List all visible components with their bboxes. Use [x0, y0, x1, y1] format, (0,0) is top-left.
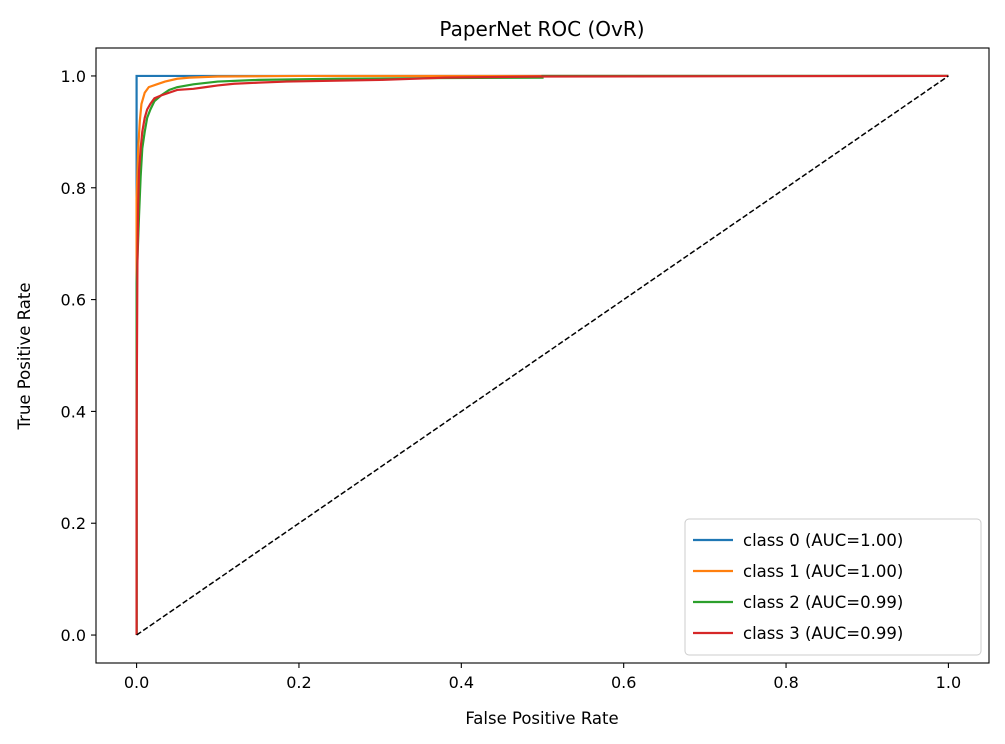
x-axis: 0.0 0.2 0.4 0.6 0.8 1.0: [124, 663, 961, 692]
x-tick-label: 0.2: [286, 673, 311, 692]
chart-title: PaperNet ROC (OvR): [439, 17, 644, 41]
y-tick-label: 0.6: [61, 291, 86, 310]
x-tick-label: 0.0: [124, 673, 149, 692]
series-line-class-1: [135, 74, 949, 636]
x-tick-label: 0.6: [611, 673, 636, 692]
chance-diagonal-line: [136, 75, 949, 636]
y-axis-label: True Positive Rate: [15, 283, 34, 431]
legend-label: class 0 (AUC=1.00): [743, 531, 903, 550]
legend-label: class 1 (AUC=1.00): [743, 562, 903, 581]
y-tick-label: 0.2: [61, 514, 86, 533]
y-tick-label: 0.0: [61, 626, 86, 645]
legend: class 0 (AUC=1.00) class 1 (AUC=1.00) clas…: [684, 518, 982, 656]
y-tick-label: 1.0: [61, 67, 86, 86]
plot-area: [95, 47, 990, 664]
x-tick-label: 0.8: [773, 673, 798, 692]
y-tick-label: 0.8: [61, 179, 86, 198]
y-axis: 0.0 0.2 0.4 0.6 0.8 1.0: [61, 67, 96, 645]
plot-frame: [95, 47, 990, 664]
y-tick-label: 0.4: [61, 402, 86, 421]
legend-box: [684, 518, 982, 656]
legend-label: class 2 (AUC=0.99): [743, 593, 903, 612]
x-axis-label: False Positive Rate: [465, 709, 618, 728]
x-tick-label: 0.4: [449, 673, 474, 692]
legend-label: class 3 (AUC=0.99): [743, 624, 903, 643]
series-line-class-3: [135, 74, 949, 636]
x-tick-label: 1.0: [936, 673, 961, 692]
